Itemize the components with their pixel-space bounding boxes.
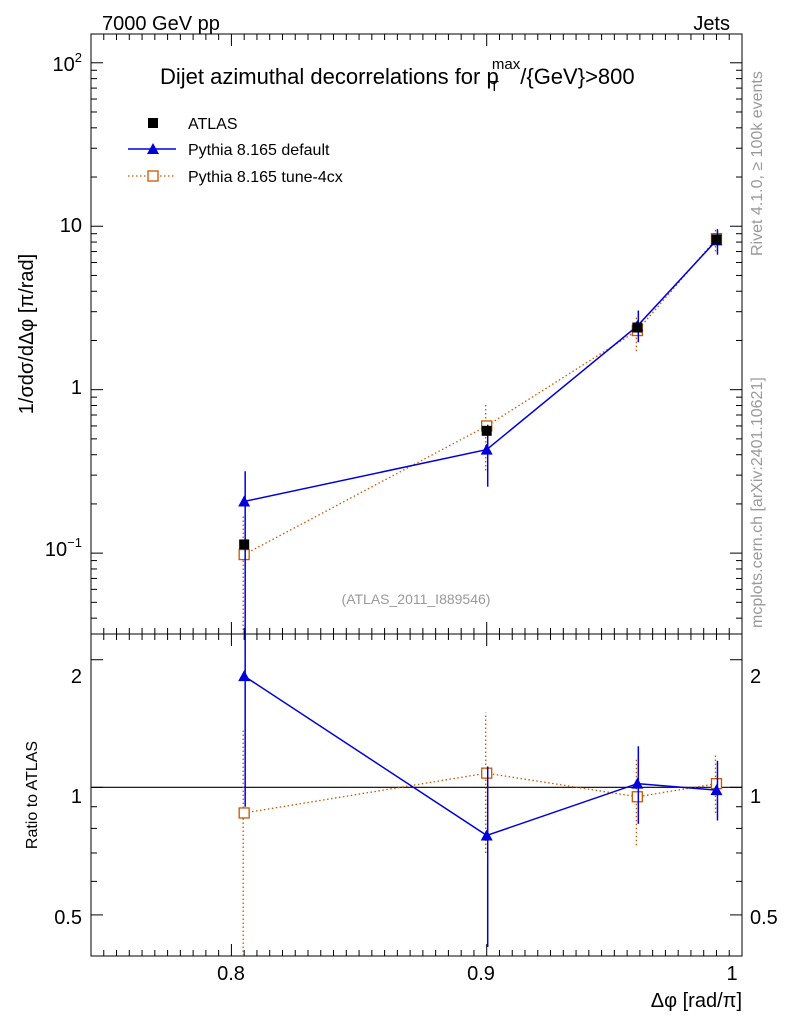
legend-label-atlas: ATLAS: [188, 116, 238, 133]
ratio-line-tune: [244, 772, 717, 814]
legend: ATLAS Pythia 8.165 default Pythia 8.165 …: [128, 116, 343, 186]
x-tick-label-0.8: 0.8: [217, 963, 245, 985]
chart-title-sub: T: [490, 78, 499, 95]
ratio-point-default-3: [710, 784, 723, 796]
y-tick-label-0.1: 10−1: [45, 535, 82, 561]
header-left-label: 7000 GeV pp: [102, 13, 220, 35]
main-line-default: [244, 239, 718, 503]
main-point-default-0: [238, 495, 251, 507]
main-panel-data: [238, 228, 723, 634]
main-point-data-2: [632, 322, 643, 333]
legend-marker-default: [147, 143, 159, 154]
ratio-point-default-2: [631, 777, 644, 789]
main-y-axis-label: 1/σdσ/dΔφ [π/rad]: [16, 254, 38, 414]
y-tick-label-1: 1: [71, 377, 82, 399]
ratio-y-tick-right-0.5: 0.5: [750, 907, 778, 929]
ratio-y-tick-left-0.5: 0.5: [54, 907, 82, 929]
ratio-panel-ticks: [91, 634, 743, 957]
x-tick-label-0.9: 0.9: [467, 963, 495, 985]
header-right-label: Jets: [693, 13, 730, 35]
main-point-default-1: [480, 443, 493, 455]
main-panel-ticks: [91, 34, 743, 634]
chart-title-sup: max: [492, 56, 521, 73]
main-point-data-3: [711, 234, 722, 245]
y-tick-label-10: 10: [60, 215, 82, 237]
analysis-id: (ATLAS_2011_I889546): [342, 591, 491, 607]
chart-title: Dijet azimuthal decorrelations for pTmax…: [160, 56, 635, 95]
main-line-tune: [243, 238, 717, 556]
rivet-label: Rivet 4.1.0, ≥ 100k events: [749, 71, 766, 256]
x-axis-label: Δφ [rad/π]: [651, 990, 742, 1012]
legend-label-default: Pythia 8.165 default: [188, 142, 330, 159]
ratio-panel-frame: [90, 633, 743, 957]
x-tick-label-1: 1: [726, 963, 737, 985]
ratio-y-tick-left-2: 2: [71, 666, 82, 688]
chart-title-suffix: /{GeV}>800: [520, 64, 634, 89]
chart-title-main: Dijet azimuthal decorrelations for p: [160, 64, 499, 89]
main-point-data-0: [239, 539, 250, 550]
ratio-point-default-0: [238, 670, 251, 682]
main-point-tune-0: [238, 548, 250, 561]
ratio-point-tune-2: [631, 791, 643, 803]
ratio-point-tune-0: [238, 807, 250, 819]
ratio-y-tick-left-1: 1: [71, 786, 82, 808]
ratio-point-tune-1: [481, 767, 493, 779]
ratio-point-default-1: [480, 829, 493, 841]
legend-label-tune: Pythia 8.165 tune-4cx: [188, 169, 343, 186]
legend-marker-atlas: [148, 118, 158, 128]
main-point-data-1: [481, 425, 492, 436]
mcplots-label: mcplots.cern.ch [arXiv:2401.10621]: [749, 377, 766, 628]
ratio-y-tick-right-1: 1: [750, 786, 761, 808]
ratio-panel-data: [91, 634, 742, 956]
ratio-line-default: [243, 675, 717, 837]
legend-marker-tune: [147, 170, 159, 182]
ratio-y-axis-label: Ratio to ATLAS: [24, 741, 41, 849]
y-tick-label-100: 102: [53, 50, 82, 76]
ratio-y-tick-right-2: 2: [750, 666, 761, 688]
